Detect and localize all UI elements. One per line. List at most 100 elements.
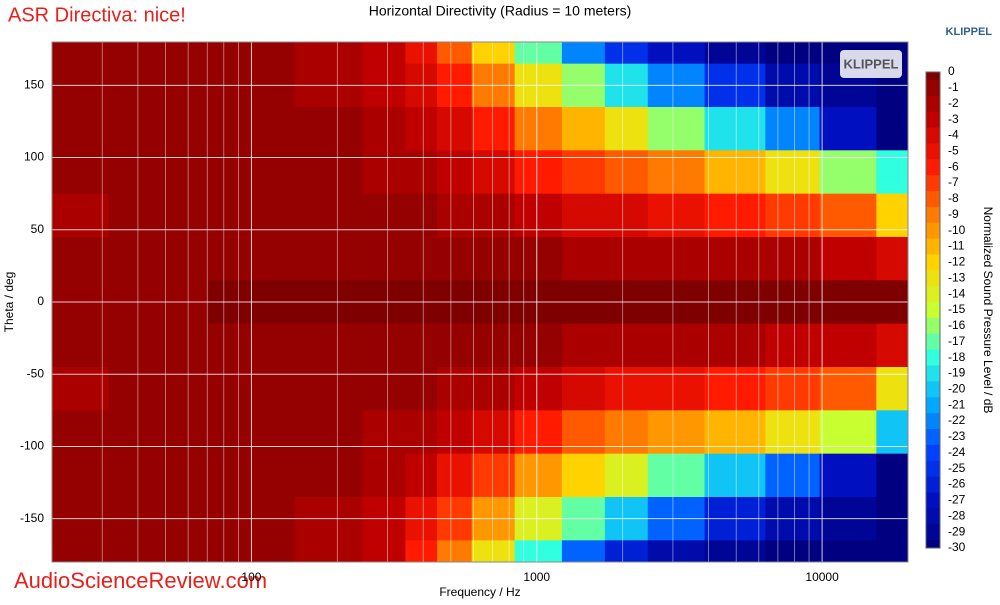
heat-cell [819,540,877,563]
heat-cell [704,367,766,411]
heat-cell [108,107,209,151]
y-axis-label: Theta / deg [2,272,16,333]
heat-cell [362,150,406,195]
heat-cell [514,42,563,65]
heat-cell [108,42,209,65]
colorbar-tick-label: -9 [948,207,959,221]
heat-cell [294,107,363,151]
heat-cell [514,540,563,563]
colorbar-swatch [926,333,940,351]
colorbar-swatch [926,508,940,525]
colorbar-swatch [926,302,940,319]
heat-cell [405,323,438,368]
watermark-site: AudioScienceReview.com [14,568,267,593]
colorbar-tick-label: -1 [948,80,959,94]
chart-title: Horizontal Directivity (Radius = 10 mete… [369,3,632,19]
heat-cell [561,367,606,411]
colorbar-swatch [926,175,940,192]
heat-cell [514,367,563,411]
colorbar-tick-label: -21 [948,397,966,411]
heat-cell [604,107,649,151]
x-axis-label: Frequency / Hz [439,585,520,599]
heat-cell [471,410,516,455]
colorbar-swatch [926,143,940,160]
heat-cell [514,107,563,151]
heat-cell [514,410,563,455]
heat-cell [561,410,606,455]
heat-cell [437,323,473,368]
heat-cell [704,540,766,563]
heat-cell [362,410,406,455]
colorbar-tick-label: -17 [948,334,966,348]
heat-cell [604,367,649,411]
heat-cell [108,237,209,281]
heat-cell [876,323,909,368]
colorbar-tick-label: -15 [948,302,966,316]
colorbar-swatch [926,381,940,398]
heat-cell [604,150,649,195]
heat-cell [704,150,766,195]
y-tick-label: 150 [24,78,44,92]
heat-cell [108,540,209,563]
colorbar-swatch [926,238,940,255]
heat-cell [294,193,363,238]
y-tick-label: -50 [27,366,45,380]
colorbar-tick-label: -29 [948,524,966,538]
heat-cell [561,42,606,65]
colorbar-swatch [926,460,940,478]
heat-cell [647,367,706,411]
heat-cell [647,150,706,195]
heat-cell [52,237,110,281]
heat-cell [52,42,110,65]
colorbar-swatch [926,397,940,414]
heat-cell [561,107,606,151]
heat-cell [52,410,110,455]
heat-cell [52,193,110,238]
heat-cell [471,107,516,151]
heat-cell [405,367,438,411]
heat-cell [108,323,209,368]
colorbar-tick-label: -20 [948,382,966,396]
colorbar-label: Normalized Sound Pressure Level / dB [981,207,995,414]
heat-cell [362,107,406,151]
heat-cell [362,323,406,368]
colorbar-tick-label: -2 [948,96,959,110]
heat-cell [471,42,516,65]
heat-cell [561,323,606,368]
heat-cell [471,237,516,281]
colorbar-swatch [926,159,940,176]
heat-cell [514,323,563,368]
colorbar-tick-label: -4 [948,128,959,142]
heat-cell [876,410,909,455]
heat-cell [819,323,877,368]
heat-cell [405,193,438,238]
heat-cell [294,367,363,411]
heat-cell [108,453,209,498]
heat-cell [294,540,363,563]
heat-cell [765,540,821,563]
colorbar-tick-label: -12 [948,255,966,269]
heat-cell [765,453,821,498]
y-tick-label: 0 [37,294,44,308]
heat-cell [52,453,110,498]
heat-cell [604,453,649,498]
logo: KLIPPEL [844,56,899,71]
colorbar-swatch [926,79,940,97]
heat-cell [647,193,706,238]
colorbar-swatch [926,72,940,81]
colorbar-tick-label: -14 [948,286,966,300]
heat-cell [604,410,649,455]
heat-cell [52,107,110,151]
colorbar-swatch [926,349,940,367]
heat-cell [437,107,473,151]
logo-box [840,50,902,78]
colorbar-tick-label: -8 [948,191,959,205]
colorbar-tick-label: -16 [948,318,966,332]
heat-cell [704,42,766,65]
heat-cell [405,237,438,281]
colorbar-tick-label: -28 [948,508,966,522]
heat-cell [362,193,406,238]
heat-cell [647,42,706,65]
heat-cell [704,107,766,151]
